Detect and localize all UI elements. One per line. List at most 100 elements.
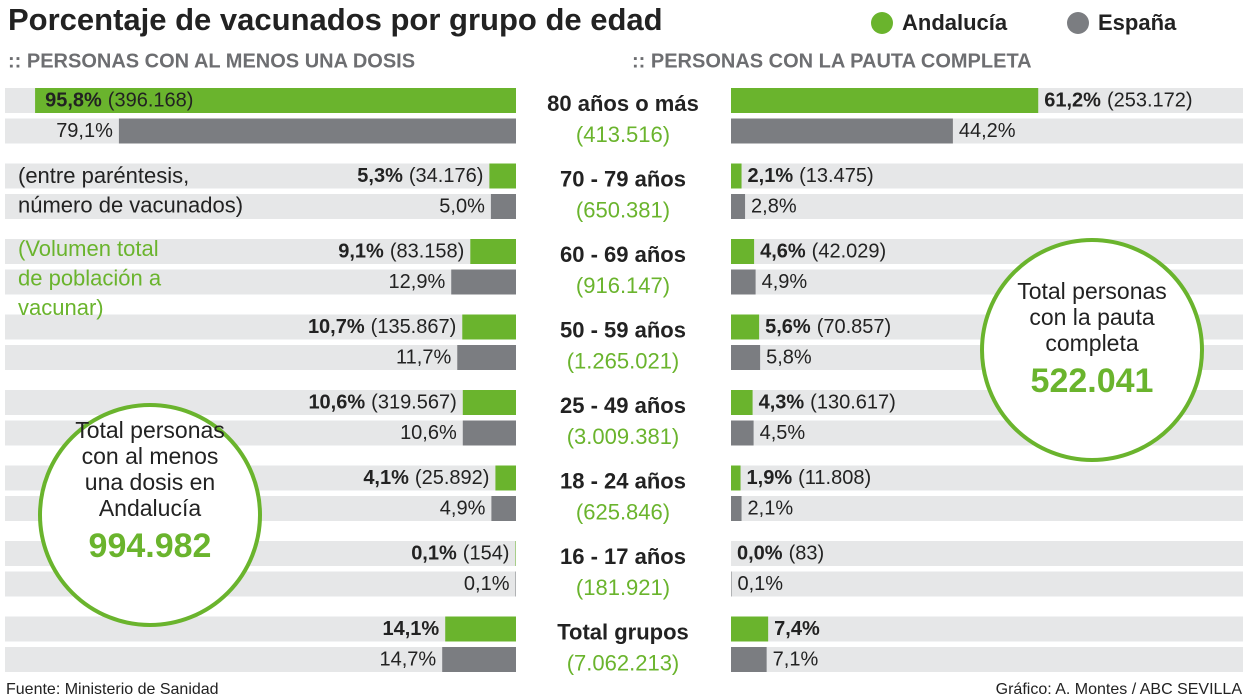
bar <box>731 496 742 521</box>
value-label: 5,0% <box>439 196 485 218</box>
bar <box>731 88 1039 113</box>
total-text: con la pauta <box>1029 304 1155 330</box>
value-label: 0,1% <box>464 573 510 595</box>
percent-label: 5,8% <box>766 347 812 369</box>
value-label: 0,1% (154) <box>411 543 509 565</box>
population-label: (1.265.021) <box>567 348 680 373</box>
panel-title: :: PERSONAS CON LA PAUTA COMPLETA <box>632 50 1032 72</box>
row-stripe <box>731 496 1243 521</box>
count-label: (34.176) <box>409 165 484 187</box>
value-label: 2,1% <box>748 498 794 520</box>
legend-label: Andalucía <box>902 10 1008 35</box>
percent-label: 10,7% <box>308 316 365 338</box>
row-stripe <box>731 541 1243 566</box>
value-label: 5,6% (70.857) <box>765 316 891 338</box>
percent-label: 4,5% <box>760 422 806 444</box>
count-label: (25.892) <box>415 467 490 489</box>
bar <box>731 163 742 189</box>
total-value: 522.041 <box>1031 362 1154 400</box>
value-label: 2,1% (13.475) <box>748 165 874 187</box>
category-label: 25 - 49 años <box>560 393 686 418</box>
legend-swatch <box>1067 12 1089 34</box>
percent-label: 5,6% <box>765 316 811 338</box>
percent-label: 2,1% <box>748 498 794 520</box>
count-label: (154) <box>463 543 510 565</box>
population-label: (181.921) <box>576 575 670 600</box>
count-label: (11.808) <box>798 467 871 489</box>
bar <box>490 194 516 219</box>
percent-label: 4,9% <box>440 498 486 520</box>
bar <box>462 314 516 340</box>
category-label: Total grupos <box>557 619 689 644</box>
total-text: con al menos <box>82 443 219 469</box>
count-label: (135.867) <box>371 316 457 338</box>
value-label: 61,2% (253.172) <box>1044 90 1192 112</box>
count-label: (130.617) <box>810 392 896 414</box>
bar <box>495 465 516 491</box>
bar <box>491 496 516 521</box>
legend-label: España <box>1098 10 1177 35</box>
note: vacunar) <box>18 295 104 320</box>
bar <box>445 616 516 642</box>
bar <box>462 420 516 446</box>
bar <box>731 239 755 264</box>
bar <box>731 118 953 144</box>
category-label: 60 - 69 años <box>560 242 686 267</box>
total-text: Andalucía <box>99 495 202 521</box>
percent-label: 0,1% <box>464 573 510 595</box>
percent-label: 0,0% <box>737 543 783 565</box>
note: (Volumen total <box>18 236 159 261</box>
bar <box>470 239 516 264</box>
category-label: 80 años o más <box>547 91 699 116</box>
row-stripe <box>5 616 516 642</box>
value-label: 1,9% (11.808) <box>747 467 872 489</box>
percent-label: 12,9% <box>389 271 446 293</box>
value-label: 14,7% <box>379 649 436 671</box>
percent-label: 44,2% <box>959 120 1016 142</box>
total-value: 994.982 <box>89 527 212 565</box>
percent-label: 9,1% <box>338 241 384 263</box>
bar <box>515 541 516 566</box>
value-label: 79,1% <box>56 120 113 142</box>
population-label: (916.147) <box>576 273 670 298</box>
bar <box>731 420 754 446</box>
row-stripe <box>731 616 1243 642</box>
value-label: 5,3% (34.176) <box>357 165 483 187</box>
source: Fuente: Ministerio de Sanidad <box>6 681 219 698</box>
bar <box>451 269 516 295</box>
bar <box>731 647 767 672</box>
value-label: 10,7% (135.867) <box>308 316 456 338</box>
population-label: (3.009.381) <box>567 424 680 449</box>
count-label: (13.475) <box>799 165 874 187</box>
total-circle <box>38 403 262 627</box>
count-label: (83.158) <box>390 241 465 263</box>
row-stripe <box>731 647 1243 672</box>
percent-label: 7,4% <box>774 618 820 640</box>
percent-label: 14,7% <box>379 649 436 671</box>
note: de población a <box>18 265 162 290</box>
value-label: 11,7% <box>396 347 451 369</box>
row-stripe <box>731 194 1243 219</box>
total-text: una dosis en <box>85 469 215 495</box>
bar <box>731 269 756 295</box>
percent-label: 4,6% <box>760 241 806 263</box>
percent-label: 0,1% <box>411 543 457 565</box>
percent-label: 5,0% <box>439 196 485 218</box>
total-text: Total personas <box>75 417 225 443</box>
population-label: (625.846) <box>576 499 670 524</box>
percent-label: 5,3% <box>357 165 403 187</box>
bar <box>731 465 741 491</box>
bar <box>442 647 516 672</box>
value-label: 7,1% <box>773 649 819 671</box>
row-stripe <box>731 571 1243 597</box>
percent-label: 2,8% <box>751 196 797 218</box>
row-stripe <box>731 465 1243 491</box>
bar <box>731 571 732 597</box>
percent-label: 0,1% <box>738 573 784 595</box>
count-label: (253.172) <box>1107 90 1193 112</box>
percent-label: 11,7% <box>396 347 451 369</box>
value-label: 2,8% <box>751 196 797 218</box>
total-circle <box>980 238 1204 462</box>
row-stripe <box>5 390 516 415</box>
bar <box>731 390 753 415</box>
